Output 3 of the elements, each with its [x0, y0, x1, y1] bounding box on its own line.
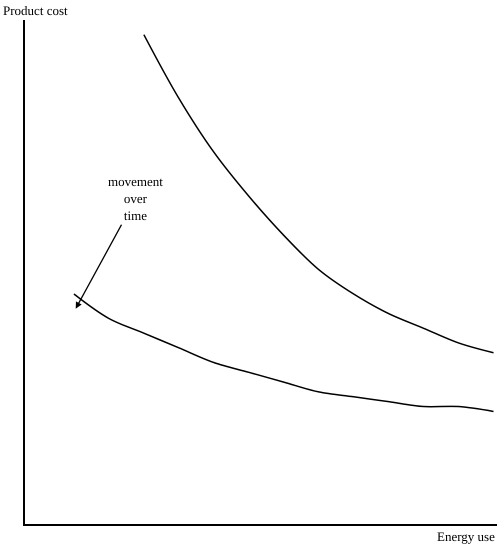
y-axis-title: Product cost — [3, 3, 68, 18]
annotation: movement over time — [108, 174, 164, 223]
x-axis-title: Energy use — [437, 529, 496, 544]
